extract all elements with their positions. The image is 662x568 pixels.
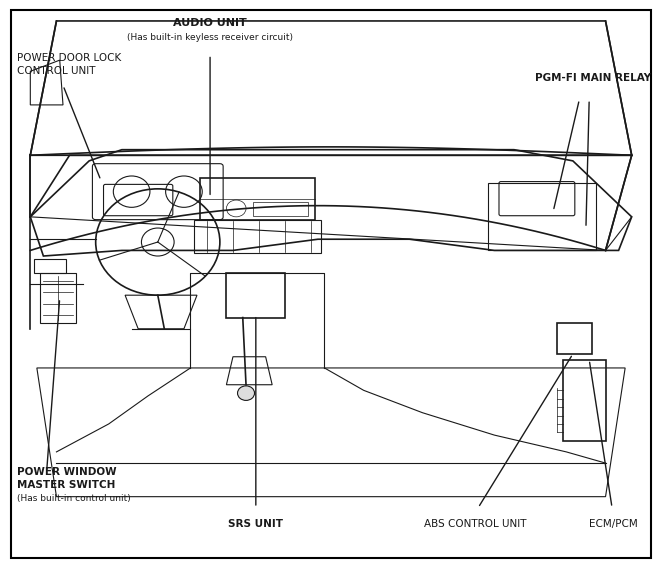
- Text: POWER DOOR LOCK: POWER DOOR LOCK: [17, 53, 122, 63]
- Text: ECM/PCM: ECM/PCM: [589, 519, 638, 529]
- Bar: [34, 259, 66, 273]
- Bar: [226, 273, 285, 318]
- Text: MASTER SWITCH: MASTER SWITCH: [17, 480, 116, 490]
- Bar: [201, 178, 314, 220]
- Text: ABS CONTROL UNIT: ABS CONTROL UNIT: [424, 519, 526, 529]
- Text: POWER WINDOW: POWER WINDOW: [17, 467, 117, 477]
- Bar: [253, 202, 308, 216]
- Text: CONTROL UNIT: CONTROL UNIT: [17, 66, 96, 76]
- Text: (Has built-in control unit): (Has built-in control unit): [17, 494, 131, 503]
- Bar: [557, 323, 592, 354]
- Text: (Has built-in keyless receiver circuit): (Has built-in keyless receiver circuit): [127, 33, 293, 42]
- Circle shape: [238, 386, 254, 400]
- Bar: [40, 273, 76, 323]
- Bar: [563, 360, 606, 441]
- Bar: [194, 220, 321, 253]
- Text: AUDIO UNIT: AUDIO UNIT: [173, 18, 247, 28]
- Bar: [488, 183, 596, 250]
- Text: SRS UNIT: SRS UNIT: [228, 519, 283, 529]
- Text: PGM-FI MAIN RELAY: PGM-FI MAIN RELAY: [535, 73, 651, 82]
